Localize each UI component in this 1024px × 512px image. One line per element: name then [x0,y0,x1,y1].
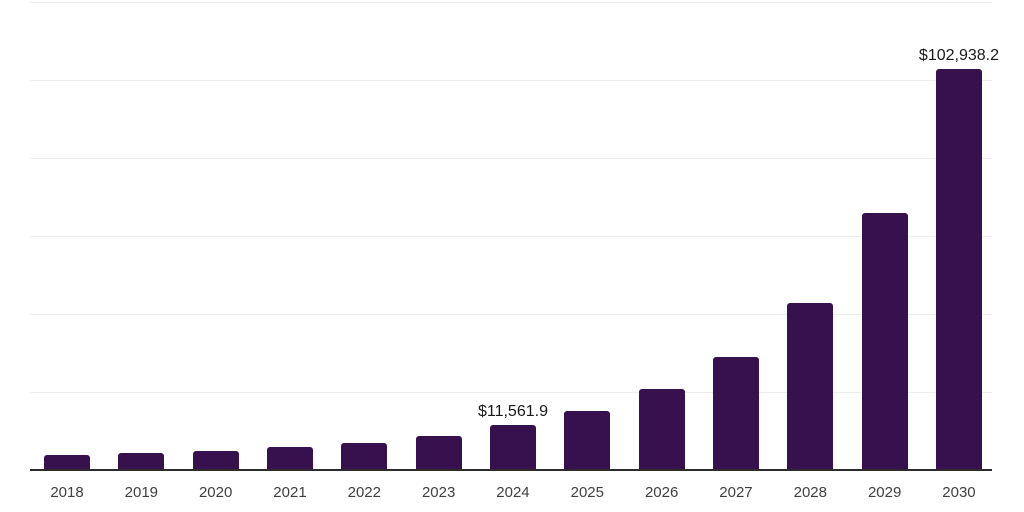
gridline [30,158,992,159]
bar [787,302,834,470]
x-tick-label: 2030 [942,484,976,501]
x-tick-label: 2026 [644,484,679,501]
value-label: $11,561.9 [477,402,548,420]
gridline [30,2,992,3]
x-tick-label: 2020 [198,484,233,501]
bar [266,447,313,470]
bar [341,443,388,470]
bar [192,450,239,470]
x-tick-label: 2022 [347,484,381,501]
x-tick-label: 2018 [50,484,84,501]
x-tick-label: 2025 [570,484,604,501]
x-tick-label: 2019 [124,484,159,501]
x-tick-label: 2029 [867,484,902,501]
x-tick-label: 2027 [719,484,753,501]
bar [712,356,759,470]
bar [489,424,536,470]
bar [861,213,908,470]
value-label: $102,938.2 [918,46,999,64]
bar [44,454,90,470]
bar [638,389,685,470]
bar [564,410,611,470]
gridline [30,80,992,81]
bar [415,435,462,470]
x-tick-label: 2021 [273,484,307,501]
x-tick-label: 2028 [793,484,827,501]
x-tick-label: 2024 [496,484,530,501]
bar [118,452,165,470]
x-tick-label: 2023 [421,484,456,501]
gridline [30,392,992,393]
gridline [30,236,992,237]
x-axis-line [30,469,992,471]
gridline [30,314,992,315]
bar [935,68,982,470]
